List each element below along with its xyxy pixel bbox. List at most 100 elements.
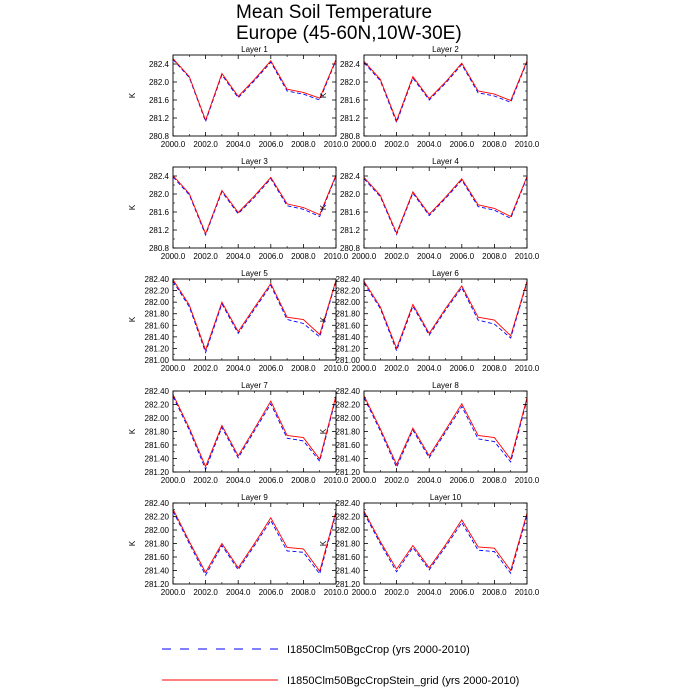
y-tick-label: 281.80 bbox=[145, 310, 170, 319]
y-tick-label: 281.2 bbox=[340, 114, 361, 123]
x-tick-label: 2008.0 bbox=[291, 140, 316, 149]
plot-frame bbox=[363, 54, 528, 137]
y-tick-label: 281.6 bbox=[340, 208, 361, 217]
x-tick-label: 2006.0 bbox=[259, 476, 284, 485]
x-tick-label: 2008.0 bbox=[291, 588, 316, 597]
y-tick-label: 280.8 bbox=[340, 132, 361, 141]
y-tick-label: 281.80 bbox=[336, 310, 361, 319]
x-tick-label: 2008.0 bbox=[482, 252, 507, 261]
legend: I1850Clm50BgcCrop (yrs 2000-2010) I1850Cl… bbox=[162, 644, 519, 687]
x-tick-label: 2002.0 bbox=[193, 588, 218, 597]
x-tick-label: 2010.0 bbox=[324, 140, 349, 149]
x-tick-label: 2000.0 bbox=[161, 588, 186, 597]
panel-title: Layer 6 bbox=[432, 269, 459, 278]
y-tick-label: 282.4 bbox=[340, 60, 361, 69]
series-line-2 bbox=[363, 395, 528, 466]
legend-label-1: I1850Clm50BgcCrop (yrs 2000-2010) bbox=[287, 644, 470, 656]
x-tick-label: 2008.0 bbox=[482, 364, 507, 373]
y-tick-label: 282.00 bbox=[336, 526, 361, 535]
series-line-2 bbox=[172, 58, 337, 122]
y-tick-label: 281.20 bbox=[336, 580, 361, 589]
x-tick-label: 2000.0 bbox=[161, 252, 186, 261]
x-tick-label: 2010.0 bbox=[515, 476, 540, 485]
y-tick-label: 282.40 bbox=[336, 499, 361, 508]
x-tick-label: 2004.0 bbox=[417, 364, 442, 373]
legend-label-2: I1850Clm50BgcCropStein_grid (yrs 2000-20… bbox=[287, 675, 519, 687]
y-tick-label: 281.60 bbox=[145, 321, 170, 330]
x-tick-label: 2002.0 bbox=[193, 140, 218, 149]
x-tick-label: 2010.0 bbox=[515, 588, 540, 597]
y-tick-label: 282.0 bbox=[340, 190, 361, 199]
x-tick-label: 2002.0 bbox=[384, 476, 409, 485]
y-tick-label: 281.00 bbox=[145, 356, 170, 365]
x-tick-label: 2004.0 bbox=[226, 364, 251, 373]
panel-layer-3: Layer 3 2000.0 2002.0 2004.0 2006.0 2008.0 201… bbox=[128, 157, 349, 261]
y-tick-label: 281.60 bbox=[145, 553, 170, 562]
panel-title: Layer 8 bbox=[432, 381, 459, 390]
panel-title: Layer 1 bbox=[241, 45, 268, 54]
x-tick-label: 2004.0 bbox=[417, 252, 442, 261]
x-tick-label: 2008.0 bbox=[482, 476, 507, 485]
panel-title: Layer 10 bbox=[430, 493, 462, 502]
plot-frame bbox=[363, 390, 528, 473]
y-tick-label: 281.00 bbox=[336, 356, 361, 365]
chart-title-line1: Mean Soil Temperature bbox=[236, 2, 432, 23]
x-tick-label: 2000.0 bbox=[352, 588, 377, 597]
x-tick-label: 2002.0 bbox=[384, 588, 409, 597]
x-tick-label: 2000.0 bbox=[352, 364, 377, 373]
y-tick-label: 281.2 bbox=[149, 114, 170, 123]
x-tick-label: 2008.0 bbox=[482, 588, 507, 597]
plot-frame bbox=[172, 166, 337, 249]
plot-frame bbox=[363, 166, 528, 249]
y-tick-label: 281.40 bbox=[336, 567, 361, 576]
x-tick-label: 2000.0 bbox=[161, 364, 186, 373]
x-tick-label: 2006.0 bbox=[450, 252, 475, 261]
series-line-2 bbox=[363, 510, 528, 572]
x-tick-label: 2010.0 bbox=[515, 140, 540, 149]
y-tick-label: 281.60 bbox=[336, 553, 361, 562]
panel-layer-2: Layer 2 2000.0 2002.0 2004.0 2006.0 2008.0 201… bbox=[319, 45, 540, 149]
series-line-2 bbox=[172, 279, 337, 352]
y-tick-label: 281.2 bbox=[340, 226, 361, 235]
y-tick-label: 282.40 bbox=[145, 499, 170, 508]
x-tick-label: 2010.0 bbox=[324, 588, 349, 597]
x-tick-label: 2006.0 bbox=[259, 588, 284, 597]
x-tick-label: 2000.0 bbox=[352, 252, 377, 261]
x-tick-label: 2010.0 bbox=[324, 476, 349, 485]
series-line-1 bbox=[363, 282, 528, 352]
x-tick-label: 2010.0 bbox=[515, 252, 540, 261]
y-tick-label: 282.20 bbox=[336, 287, 361, 296]
y-axis-label: K bbox=[319, 316, 328, 322]
y-tick-label: 281.20 bbox=[145, 580, 170, 589]
y-tick-label: 282.40 bbox=[336, 275, 361, 284]
panel-layer-5: Layer 5 2000.0 2002.0 2004.0 2006.0 2008.0 201… bbox=[128, 269, 349, 373]
x-tick-label: 2010.0 bbox=[324, 364, 349, 373]
plot-frame bbox=[363, 502, 528, 585]
y-tick-label: 281.20 bbox=[145, 468, 170, 477]
x-tick-label: 2008.0 bbox=[291, 364, 316, 373]
x-tick-label: 2008.0 bbox=[482, 140, 507, 149]
y-tick-label: 280.8 bbox=[340, 244, 361, 253]
x-tick-label: 2010.0 bbox=[324, 252, 349, 261]
series-line-1 bbox=[172, 281, 337, 354]
y-tick-label: 281.20 bbox=[336, 344, 361, 353]
y-tick-label: 280.8 bbox=[149, 132, 170, 141]
series-line-1 bbox=[172, 59, 337, 123]
y-tick-label: 281.60 bbox=[336, 441, 361, 450]
y-tick-label: 281.20 bbox=[145, 344, 170, 353]
panel-layer-8: Layer 8 2000.0 2002.0 2004.0 2006.0 2008.0 201… bbox=[319, 381, 540, 485]
panel-layer-4: Layer 4 2000.0 2002.0 2004.0 2006.0 2008.0 201… bbox=[319, 157, 540, 261]
y-tick-label: 282.40 bbox=[145, 275, 170, 284]
y-tick-label: 281.6 bbox=[340, 96, 361, 105]
x-tick-label: 2006.0 bbox=[450, 364, 475, 373]
y-tick-label: 282.20 bbox=[145, 401, 170, 410]
panel-layer-7: Layer 7 2000.0 2002.0 2004.0 2006.0 2008.0 201… bbox=[128, 381, 349, 485]
x-tick-label: 2006.0 bbox=[259, 252, 284, 261]
y-tick-label: 281.60 bbox=[145, 441, 170, 450]
y-tick-label: 281.40 bbox=[145, 567, 170, 576]
x-tick-label: 2002.0 bbox=[193, 364, 218, 373]
x-tick-label: 2004.0 bbox=[226, 476, 251, 485]
y-tick-label: 281.80 bbox=[145, 428, 170, 437]
y-tick-label: 282.4 bbox=[149, 172, 170, 181]
